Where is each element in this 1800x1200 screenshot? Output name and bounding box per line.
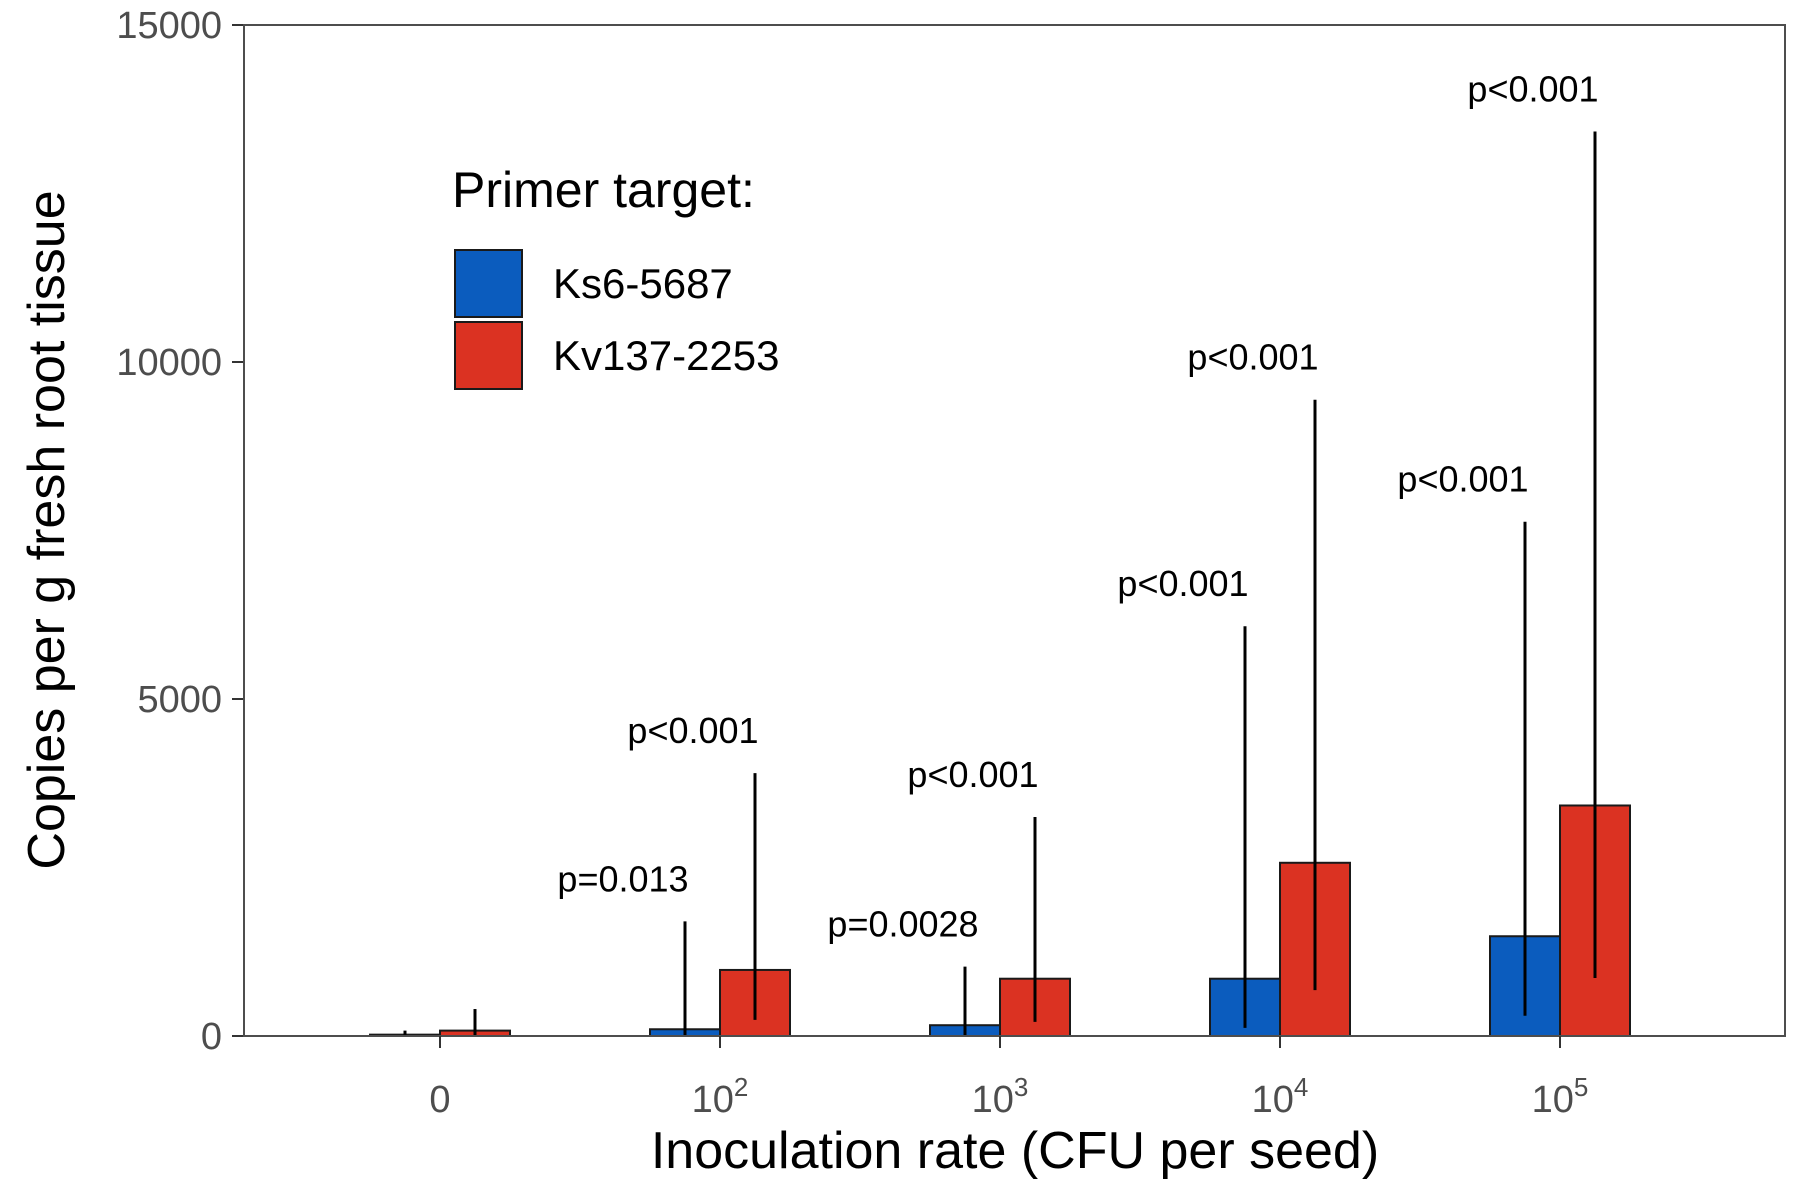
legend-label-ks6-5687: Ks6-5687 (553, 260, 733, 307)
x-tick-label: 104 (1252, 1072, 1309, 1121)
p-value-label: p<0.001 (1117, 563, 1248, 604)
bars (369, 804, 1631, 1038)
y-tick-label: 5000 (137, 679, 222, 721)
x-axis-title: Inoculation rate (CFU per seed) (651, 1122, 1379, 1180)
y-tick-label: 10000 (116, 342, 222, 384)
error-bars (403, 131, 1597, 1036)
y-axis: 0 5000 10000 15000 (116, 5, 244, 1058)
x-tick-label: 0 (429, 1079, 450, 1121)
y-tick-label: 0 (201, 1016, 222, 1058)
p-value-label: p<0.001 (1467, 68, 1598, 109)
p-value-label: p=0.013 (557, 858, 688, 899)
x-tick-label: 102 (692, 1072, 749, 1121)
legend-swatch-kv137-2253 (454, 321, 523, 390)
p-value-label: p=0.0028 (827, 904, 978, 945)
x-tick-label: 103 (972, 1072, 1029, 1121)
p-value-labels: p=0.013 p=0.0028 p<0.001 p<0.001 p<0.001 p<0.… (557, 68, 1598, 944)
p-value-label: p<0.001 (907, 754, 1038, 795)
y-tick-label: 15000 (116, 5, 222, 47)
x-axis: 0 102 103 104 105 (429, 1036, 1588, 1121)
p-value-label: p<0.001 (627, 710, 758, 751)
legend-label-kv137-2253: Kv137-2253 (553, 332, 780, 379)
p-value-label: p<0.001 (1397, 459, 1528, 500)
p-value-label: p<0.001 (1187, 337, 1318, 378)
legend-swatch-ks6-5687 (454, 249, 523, 318)
legend: Primer target: Ks6-5687 Kv137-2253 (452, 162, 780, 390)
plot-panel-border (243, 24, 1786, 1037)
legend-title: Primer target: (452, 162, 755, 218)
x-tick-label: 105 (1532, 1072, 1589, 1121)
y-axis-title: Copies per g fresh root tissue (18, 190, 76, 869)
